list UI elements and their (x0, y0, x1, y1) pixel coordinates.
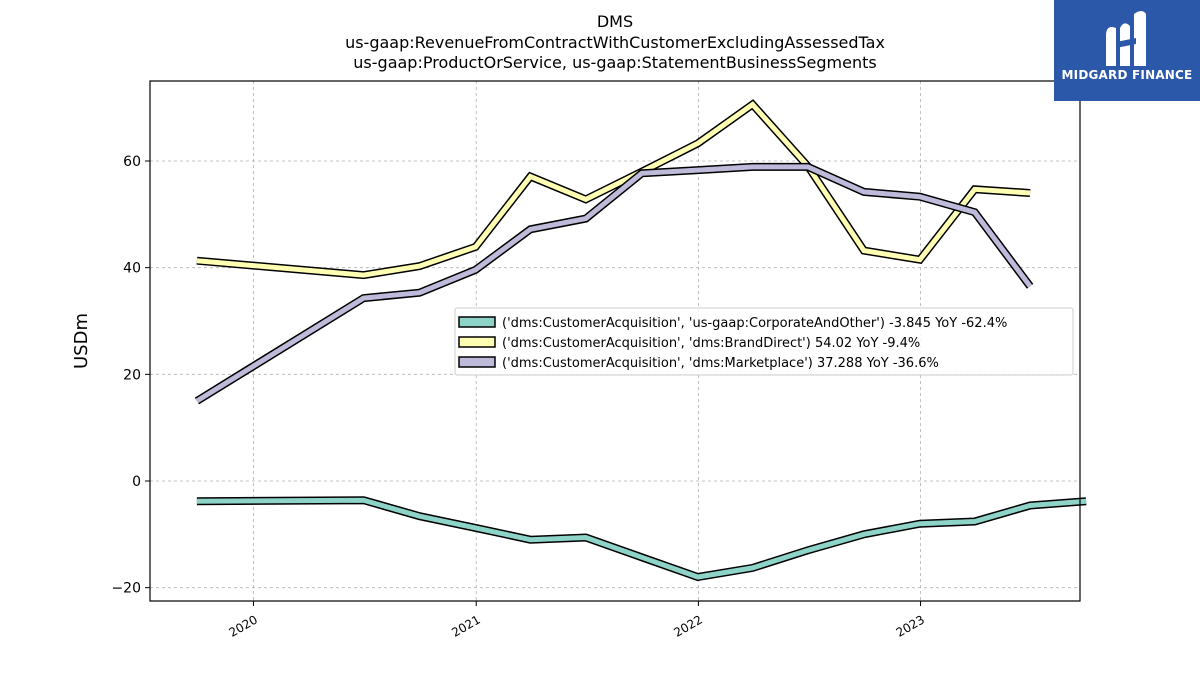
chart-title: DMS us-gaap:RevenueFromContractWithCusto… (345, 12, 885, 72)
legend-swatch (458, 336, 496, 348)
x-tick-label: 2022 (671, 612, 704, 639)
plot-frame (149, 80, 1081, 602)
y-tick-label: 60 (123, 154, 141, 170)
x-axis: 2020 2021 2022 2023 (227, 601, 927, 640)
chart-title-line-1: DMS (597, 12, 633, 31)
series-line (196, 101, 1031, 278)
x-tick-label: 2023 (894, 612, 927, 639)
chart-title-line-3: us-gaap:ProductOrService, us-gaap:Statem… (353, 53, 876, 72)
series-line (196, 497, 1087, 580)
y-axis: −20 0 20 40 60 (111, 154, 150, 597)
series-line-outline (196, 99, 1031, 280)
y-axis-label: USDm (71, 313, 92, 369)
x-tick-label: 2021 (449, 612, 482, 639)
series-lines (194, 99, 1087, 582)
y-tick-label: 20 (123, 367, 141, 383)
x-tick-label: 2020 (227, 612, 260, 639)
legend-swatch (458, 316, 496, 328)
legend-entry: ('dms:CustomerAcquisition', 'us-gaap:Cor… (502, 316, 1007, 331)
series-line (195, 164, 1033, 404)
legend-entry: ('dms:CustomerAcquisition', 'dms:BrandDi… (502, 336, 920, 351)
midgard-logo-mark-icon (1106, 11, 1146, 66)
y-tick-label: 40 (123, 261, 141, 277)
legend: ('dms:CustomerAcquisition', 'us-gaap:Cor… (454, 307, 1074, 376)
logo-text: MIDGARD FINANCE (1061, 68, 1193, 82)
midgard-finance-logo: MIDGARD FINANCE (1054, 0, 1200, 101)
legend-box (454, 307, 1074, 376)
series-line-outline (196, 496, 1087, 582)
y-tick-label: −20 (111, 581, 141, 597)
legend-entry: ('dms:CustomerAcquisition', 'dms:Marketp… (502, 356, 939, 371)
y-tick-label: 0 (132, 474, 141, 490)
legend-swatch (458, 356, 496, 368)
chart-title-line-2: us-gaap:RevenueFromContractWithCustomerE… (345, 33, 885, 52)
